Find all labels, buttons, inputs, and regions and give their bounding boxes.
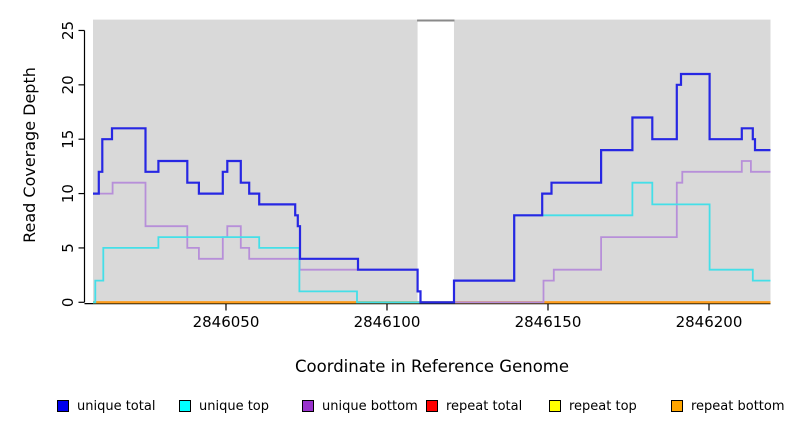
x-tick-label: 2846150 [515, 313, 582, 331]
legend-item-unique-top: unique top [179, 397, 269, 415]
legend-item-repeat-total: repeat total [426, 397, 522, 415]
legend-swatch-icon [426, 400, 438, 412]
legend-item-unique-total: unique total [57, 397, 155, 415]
legend-swatch-icon [302, 400, 314, 412]
series-line-unique-total [93, 72, 771, 304]
no-data-gap [417, 19, 454, 303]
x-tick-label: 2846200 [676, 313, 743, 331]
y-tick-label: 20 [59, 75, 77, 94]
x-axis-title: Coordinate in Reference Genome [294, 357, 570, 376]
y-tick-label: 10 [59, 184, 77, 203]
legend-label: unique total [77, 398, 156, 414]
x-tick-label: 2846100 [354, 313, 421, 331]
legend-swatch-icon [179, 400, 191, 412]
legend-label: unique bottom [322, 398, 418, 414]
y-tick-label: 25 [59, 21, 77, 40]
legend-label: repeat total [446, 398, 523, 414]
legend-label: unique top [199, 398, 270, 414]
legend-swatch-icon [57, 400, 69, 412]
y-tick-label: 0 [59, 298, 77, 308]
legend-swatch-icon [549, 400, 561, 412]
legend-item-repeat-top: repeat top [549, 397, 637, 415]
y-tick-label: 15 [59, 130, 77, 149]
legend: unique total unique top unique bottom repea… [0, 397, 792, 417]
legend-item-repeat-bottom: repeat bottom [671, 397, 785, 415]
y-tick-label: 5 [59, 243, 77, 253]
x-tick-label: 2846050 [193, 313, 260, 331]
legend-swatch-icon [671, 400, 683, 412]
legend-label: repeat bottom [691, 398, 785, 414]
legend-label: repeat top [569, 398, 637, 414]
series-line-unique-top [93, 181, 771, 304]
legend-item-unique-bottom: unique bottom [302, 397, 418, 415]
y-axis-title: Read Coverage Depth [20, 67, 39, 243]
